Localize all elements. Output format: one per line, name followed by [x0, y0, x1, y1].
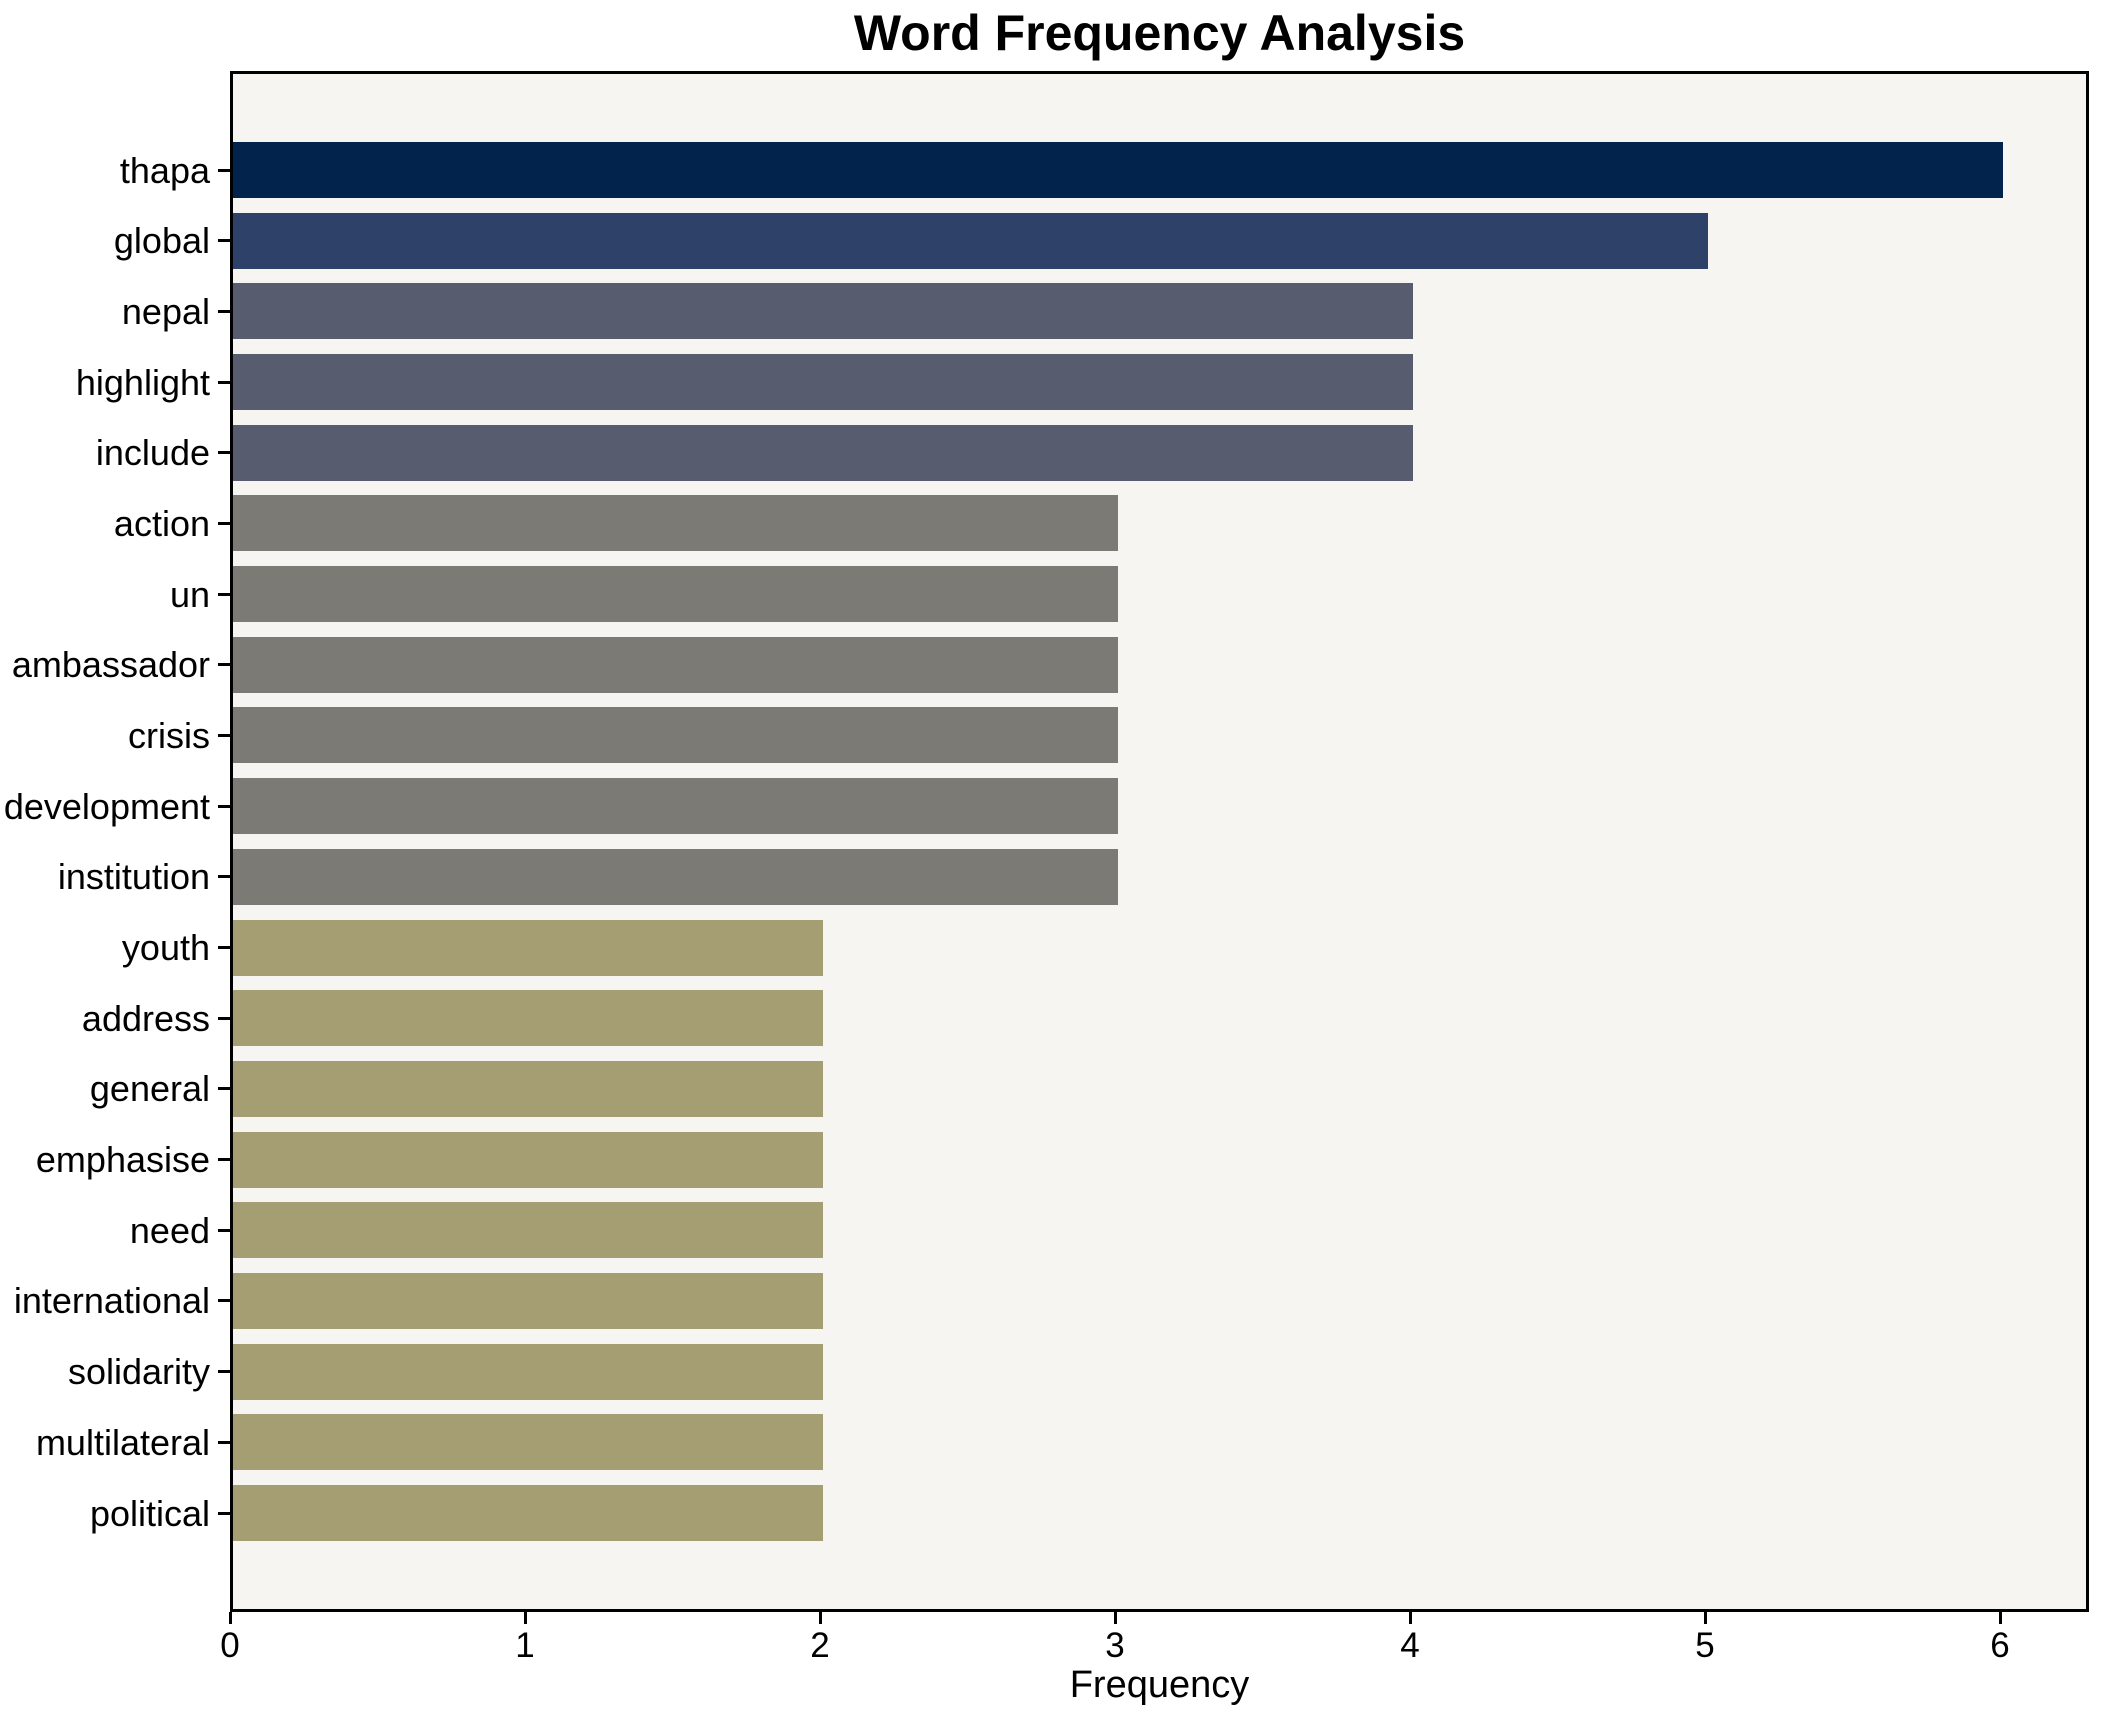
bar-address	[233, 990, 823, 1047]
bar-crisis	[233, 707, 1118, 764]
x-tick-label-2: 2	[810, 1626, 830, 1665]
y-tick-mark	[218, 663, 230, 666]
x-tick-label-6: 6	[1990, 1626, 2010, 1665]
y-tick-mark	[218, 875, 230, 878]
y-tick-label-ambassador: ambassador	[11, 644, 210, 685]
x-tick-mark	[1704, 1612, 1707, 1624]
y-tick-label-general: general	[89, 1068, 210, 1109]
bar-general	[233, 1060, 823, 1117]
y-tick-label-solidarity: solidarity	[67, 1351, 210, 1392]
plot-area	[230, 71, 2089, 1612]
y-tick-mark	[218, 946, 230, 949]
y-tick-mark	[218, 1512, 230, 1515]
bar-development	[233, 778, 1118, 835]
x-tick-label-4: 4	[1400, 1626, 1420, 1665]
y-tick-mark	[218, 169, 230, 172]
y-tick-label-un: un	[169, 574, 210, 615]
x-tick-label-0: 0	[220, 1626, 240, 1665]
y-tick-mark	[218, 381, 230, 384]
y-tick-mark	[218, 1158, 230, 1161]
x-tick-mark	[1114, 1612, 1117, 1624]
bar-political	[233, 1485, 823, 1541]
bar-un	[233, 566, 1118, 623]
x-tick-mark	[229, 1612, 232, 1624]
y-tick-label-global: global	[113, 220, 210, 261]
y-tick-label-action: action	[113, 503, 210, 544]
y-tick-label-address: address	[81, 998, 210, 1039]
y-tick-label-political: political	[89, 1493, 210, 1534]
y-tick-label-highlight: highlight	[75, 362, 210, 403]
bar-institution	[233, 848, 1118, 905]
y-tick-mark	[218, 1441, 230, 1444]
bar-include	[233, 424, 1413, 481]
y-tick-label-need: need	[129, 1210, 210, 1251]
y-tick-label-emphasise: emphasise	[35, 1139, 210, 1180]
bar-thapa	[233, 142, 2003, 198]
y-tick-mark	[218, 1087, 230, 1090]
x-tick-label-3: 3	[1105, 1626, 1125, 1665]
y-tick-label-thapa: thapa	[119, 150, 210, 191]
x-tick-mark	[819, 1612, 822, 1624]
x-tick-mark	[1409, 1612, 1412, 1624]
bar-global	[233, 212, 1708, 269]
bar-need	[233, 1202, 823, 1259]
chart-title: Word Frequency Analysis	[853, 5, 1466, 61]
y-tick-label-multilateral: multilateral	[35, 1422, 210, 1463]
y-tick-label-youth: youth	[121, 927, 210, 968]
bar-highlight	[233, 354, 1413, 411]
bar-multilateral	[233, 1414, 823, 1471]
y-tick-mark	[218, 593, 230, 596]
x-tick-mark	[1999, 1612, 2002, 1624]
y-tick-mark	[218, 1017, 230, 1020]
y-tick-label-include: include	[95, 432, 210, 473]
y-tick-label-institution: institution	[57, 856, 210, 897]
y-tick-mark	[218, 451, 230, 454]
x-tick-label-5: 5	[1695, 1626, 1715, 1665]
bar-youth	[233, 919, 823, 976]
y-tick-mark	[218, 805, 230, 808]
bar-ambassador	[233, 636, 1118, 693]
y-tick-mark	[218, 734, 230, 737]
y-tick-mark	[218, 310, 230, 313]
y-tick-mark	[218, 522, 230, 525]
bar-solidarity	[233, 1343, 823, 1400]
y-tick-mark	[218, 239, 230, 242]
bars-layer	[233, 74, 2086, 1609]
bar-international	[233, 1272, 823, 1329]
bar-nepal	[233, 283, 1413, 340]
x-axis-label: Frequency	[1069, 1664, 1250, 1706]
y-tick-mark	[218, 1229, 230, 1232]
y-tick-label-development: development	[3, 786, 210, 827]
y-tick-mark	[218, 1370, 230, 1373]
bar-emphasise	[233, 1131, 823, 1188]
bar-action	[233, 495, 1118, 552]
y-tick-label-international: international	[13, 1280, 210, 1321]
x-tick-mark	[524, 1612, 527, 1624]
y-tick-label-crisis: crisis	[128, 715, 210, 756]
x-tick-label-1: 1	[515, 1626, 535, 1665]
y-tick-label-nepal: nepal	[121, 291, 210, 332]
y-tick-mark	[218, 1299, 230, 1302]
